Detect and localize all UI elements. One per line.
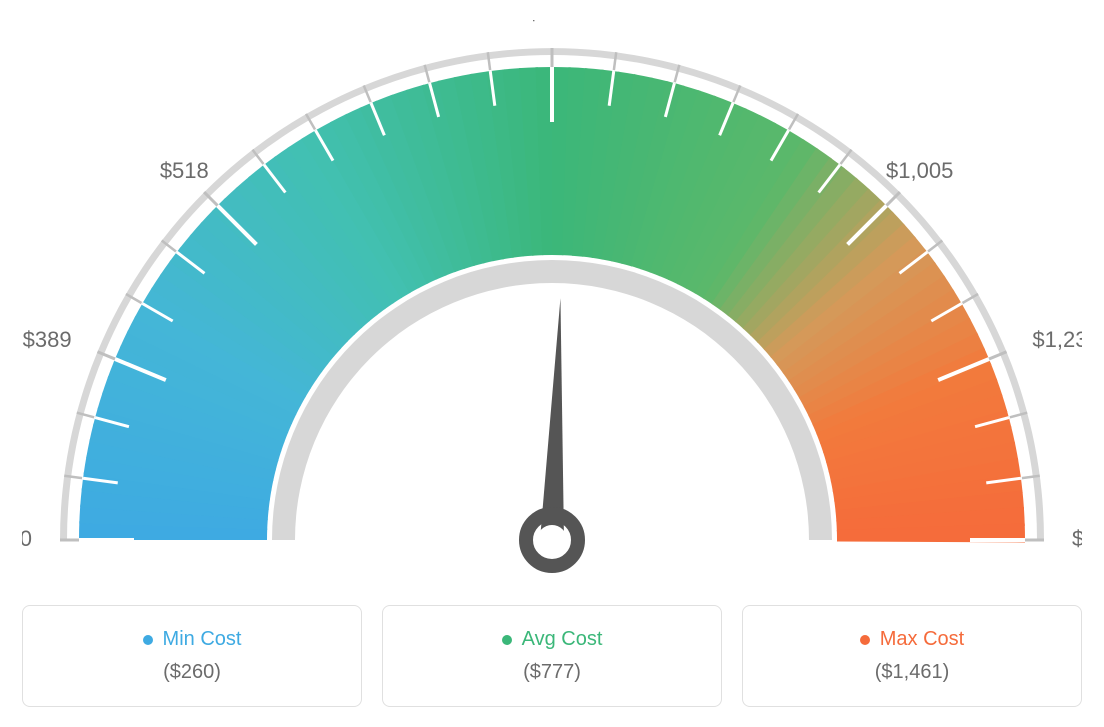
svg-text:$777: $777 [528, 20, 577, 25]
legend-value-avg: ($777) [393, 661, 711, 684]
svg-text:$1,233: $1,233 [1032, 327, 1082, 352]
legend-text-min: Min Cost [163, 628, 242, 651]
dot-max [860, 635, 870, 645]
legend-row: Min Cost ($260) Avg Cost ($777) Max Cost… [22, 605, 1082, 707]
svg-text:$1,005: $1,005 [886, 158, 953, 183]
legend-label-avg: Avg Cost [502, 628, 603, 651]
legend-label-max: Max Cost [860, 628, 964, 651]
legend-card-avg: Avg Cost ($777) [382, 605, 722, 707]
svg-text:$1,461: $1,461 [1072, 526, 1082, 551]
svg-text:$260: $260 [22, 526, 32, 551]
legend-text-avg: Avg Cost [522, 628, 603, 651]
legend-value-max: ($1,461) [753, 661, 1071, 684]
legend-label-min: Min Cost [143, 628, 242, 651]
cost-gauge: $260 $389 $518 $777 $1,005 $1,233 $1,461 [22, 20, 1082, 585]
legend-text-max: Max Cost [880, 628, 964, 651]
dot-min [143, 635, 153, 645]
legend-value-min: ($260) [33, 661, 351, 684]
gauge-svg: $260 $389 $518 $777 $1,005 $1,233 $1,461 [22, 20, 1082, 580]
svg-text:$389: $389 [23, 327, 72, 352]
svg-text:$518: $518 [160, 158, 209, 183]
legend-card-max: Max Cost ($1,461) [742, 605, 1082, 707]
dot-avg [502, 635, 512, 645]
legend-card-min: Min Cost ($260) [22, 605, 362, 707]
